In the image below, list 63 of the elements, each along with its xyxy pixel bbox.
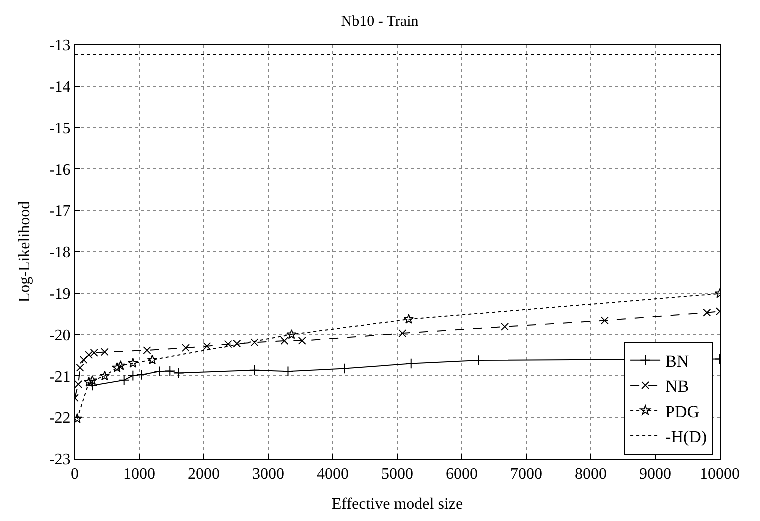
point (112, 362, 122, 372)
point (136, 370, 148, 380)
point (87, 375, 98, 386)
x-tick-label: 2000 (188, 466, 220, 484)
x-tick-label: 10000 (700, 466, 740, 484)
x-tick-label: 5000 (382, 466, 414, 484)
point (703, 308, 712, 317)
legend-label: BN (666, 352, 690, 372)
x-tick-label: 6000 (446, 466, 478, 484)
point (84, 377, 94, 387)
y-tick-label: -19 (49, 286, 71, 303)
y-tick-label: -13 (49, 38, 71, 55)
point (250, 338, 259, 347)
point (80, 356, 88, 364)
chart-title: Nb10 - Train (341, 14, 420, 30)
x-tick-label: 8000 (575, 466, 607, 484)
point (118, 374, 130, 386)
point (404, 314, 414, 324)
y-tick-label: -22 (49, 410, 71, 428)
legend-label: NB (666, 377, 690, 396)
x-tick-label: 1000 (124, 466, 156, 484)
point (154, 366, 165, 378)
x-tick-label: 7000 (510, 466, 542, 484)
point (406, 358, 417, 370)
point (182, 344, 190, 352)
point (282, 366, 294, 378)
point (76, 364, 84, 372)
y-tick-label: -16 (49, 162, 71, 179)
legend-label: PDG (666, 402, 700, 422)
y-tick-label: -18 (49, 244, 71, 262)
y-tick-label: -20 (49, 327, 71, 344)
y-axis-title: Log-Likelihood (16, 201, 34, 303)
y-tick-label: -23 (49, 452, 71, 469)
point (501, 322, 510, 331)
y-tick-label: -21 (49, 368, 71, 386)
x-tick-label: 9000 (640, 466, 672, 484)
point (143, 346, 152, 355)
point (100, 370, 110, 381)
point (298, 337, 306, 346)
point (128, 370, 139, 382)
y-tick-label: -17 (49, 203, 71, 220)
point (203, 342, 212, 350)
legend-label: -H(D) (666, 427, 708, 446)
x-tick-label: 3000 (252, 466, 284, 484)
point (164, 366, 176, 377)
y-tick-label: -14 (49, 79, 71, 96)
point (100, 348, 109, 356)
point (280, 337, 289, 346)
x-axis-title: Effective model size (332, 496, 464, 513)
point (398, 330, 407, 338)
point (116, 360, 126, 370)
x-tick-label: 4000 (317, 466, 349, 484)
point (128, 358, 138, 368)
point (249, 365, 260, 376)
point (339, 363, 350, 374)
point (286, 329, 297, 340)
point (75, 380, 83, 388)
point (600, 316, 609, 325)
x-tick-label: 0 (71, 466, 79, 484)
point (174, 368, 184, 379)
y-tick-label: -15 (49, 120, 71, 138)
point (147, 354, 158, 365)
point (474, 355, 484, 366)
